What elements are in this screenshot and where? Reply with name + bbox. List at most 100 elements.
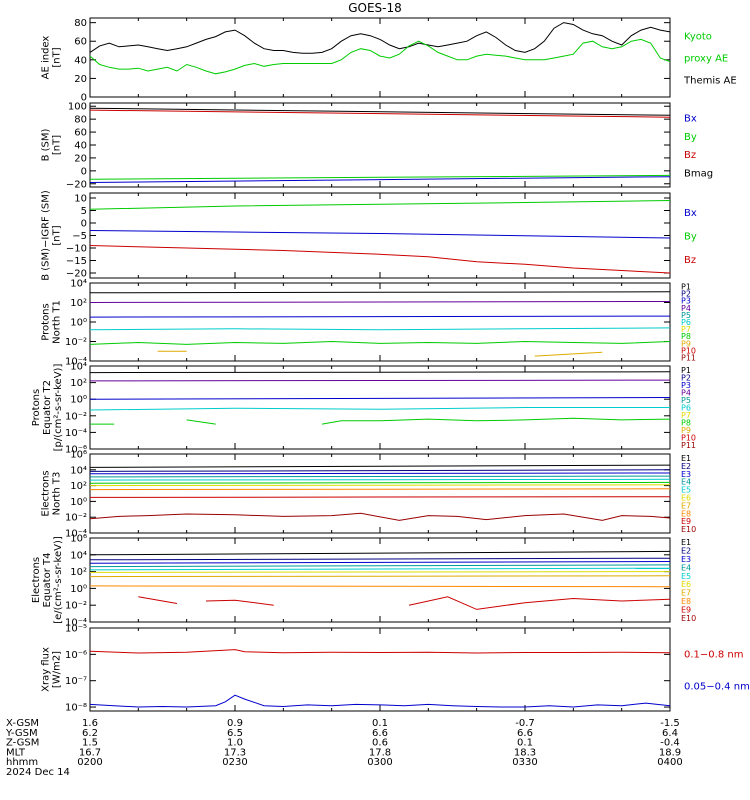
y-axis-label: [p/(cm²-s-sr-keV)] [53,364,64,452]
panel-frame [89,627,671,712]
legend-entry: Bx [684,208,697,219]
y-axis-label: Protons [31,389,42,426]
x-row-value: 0.6 [372,738,388,749]
x-row-value: -1.5 [660,718,680,729]
y-axis-label: North T3 [52,472,63,516]
panel-4: 10⁻⁴ 10⁻² 10⁰ 10² 10⁴ Protons North T1 P1P2P3P4… [41,279,697,368]
series-line-green [89,38,671,75]
y-tick-label: 10⁻² [65,601,87,612]
y-tick-label: 10⁴ [70,279,87,290]
series-line-navy [89,557,671,561]
legend-entry: E4 [681,563,691,572]
series-line-cyan [89,478,671,481]
y-axis-label: [nT] [52,135,63,155]
panel-7: 10⁻⁴ 10⁻² 10⁰ 10² 10⁴ 10⁶ Electrons Equator T4[… [31,534,696,629]
series-line-black [89,550,671,556]
y-tick-label: 10⁰ [70,318,87,329]
y-tick-label: 0 [81,219,87,230]
y-tick-label: 10⁻⁵ [65,624,87,635]
y-tick-label: 10⁰ [70,395,87,406]
panel-frame [89,282,671,362]
series-line-black [89,291,671,294]
y-tick-label: 5 [81,206,87,217]
legend-entry: P11 [681,353,696,362]
legend-entry: P10 [681,346,696,355]
x-row-label: MLT [6,747,26,758]
legend-entry: P5 [681,396,691,405]
series-line-yellow [89,571,671,573]
x-row-label: X-GSM [6,718,39,729]
x-row-label: Y-GSM [5,728,38,739]
x-row-value: 1.6 [82,718,98,729]
series-line-darkred [89,512,671,521]
series-line-cyan [89,567,671,571]
series-line-green [89,174,671,180]
series-line-blue [89,176,671,183]
y-axis-label: B (SM)−IGRF (SM) [41,190,52,281]
legend-entry: E6 [681,580,691,589]
series-line-green [186,419,216,425]
series-line-blue [89,230,671,239]
legend-entry: P8 [681,419,691,428]
x-row-value: 0400 [657,757,682,768]
x-row-value: 17.8 [369,747,391,758]
legend-entry: Bz [684,150,696,161]
x-row-label: hhmm [6,757,38,768]
y-tick-label: 10⁻⁶ [65,445,87,456]
y-tick-label: 10² [70,567,87,578]
panel-frame [89,537,671,623]
series-line-cyan [89,327,671,331]
legend-entry: E4 [681,478,691,487]
date-label: 2024 Dec 14 [6,767,70,778]
y-tick-label: 60 [74,128,87,139]
series-line-purple [89,379,671,382]
y-tick-label: 10⁶ [70,534,87,545]
y-tick-label: 80 [74,18,87,29]
legend-entry: E8 [681,509,691,518]
legend-entry: Bmag [684,168,713,179]
x-row-value: 6.6 [372,728,388,739]
x-row-value: 0300 [367,757,392,768]
panel-frame [89,192,671,279]
y-tick-label: 0 [81,166,87,177]
legend-entry: Kyoto [684,32,712,43]
x-row-value: 6.6 [517,728,533,739]
x-row-value: 0200 [77,757,102,768]
legend-entry: Bz [684,255,696,266]
y-tick-label: 20 [74,74,87,85]
legend-entry: 0.05−0.4 nm [684,681,750,692]
y-tick-label: 40 [74,141,87,152]
legend-entry: E10 [681,614,696,623]
panel-1: 0 20 40 60 80 AE index [nT] Kyoto proxy AE Themis… [41,17,737,104]
legend-entry: P7 [681,411,691,420]
series-line-green [89,481,671,484]
x-row-value: 1.5 [82,738,98,749]
y-axis-label: Electrons [41,470,52,516]
y-tick-label: −5 [72,231,87,242]
x-row-value: 6.4 [662,728,678,739]
y-axis-label: [nT] [52,225,63,245]
series-line-teal [89,475,671,478]
y-tick-label: 10 [74,194,87,205]
series-line-red [138,596,178,604]
y-tick-label: 10⁴ [70,362,87,373]
series-line-gold [89,575,671,578]
series-line-black [89,22,671,54]
legend-entry: P9 [681,339,691,348]
x-row-label: Z-GSM [6,738,39,749]
y-tick-label: 10⁻⁸ [65,703,87,714]
y-tick-label: 100 [68,102,87,113]
series-line-red [89,649,671,654]
legend-entry: 0.1−0.8 nm [684,650,743,661]
legend-entry: E9 [681,517,691,526]
series-line-orange [89,585,671,588]
legend-entry: P3 [681,297,691,306]
series-line-red [205,599,274,606]
x-row-value: 16.7 [79,747,101,758]
legend-entry: E8 [681,597,691,606]
x-row-value: 0.9 [227,718,243,729]
y-tick-label: 20 [74,153,87,164]
x-row-value: 18.3 [514,747,536,758]
legend-entry: P4 [681,304,691,313]
